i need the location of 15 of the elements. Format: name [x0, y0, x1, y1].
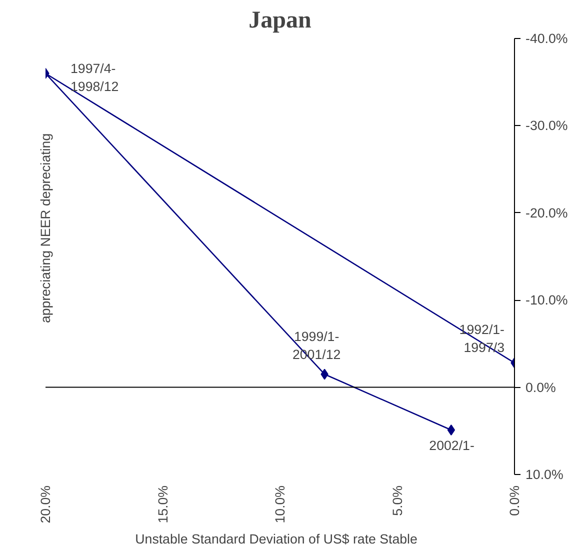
y-tick-label: 0.0%	[526, 380, 556, 395]
x-axis-title: Unstable Standard Deviation of US$ rate Stable	[135, 531, 418, 546]
y-tick-label: -30.0%	[526, 118, 568, 134]
x-tick-label: 20.0%	[38, 485, 53, 524]
annotation: 2002/1-	[429, 438, 474, 454]
x-tick-label: 5.0%	[390, 485, 405, 516]
x-tick-label: 15.0%	[155, 485, 170, 524]
y-tick-label: -20.0%	[526, 205, 568, 220]
annotation: 1997/4- 1998/12	[70, 60, 119, 94]
x-tick-label: 10.0%	[272, 485, 288, 524]
chart-title: Japan	[248, 8, 312, 34]
y-tick-label: -10.0%	[526, 292, 568, 308]
y-tick-label: 10.0%	[526, 467, 564, 482]
y-tick-label: -40.0%	[526, 31, 568, 46]
y-axis-title: appreciating NEER depreciating	[38, 133, 53, 324]
